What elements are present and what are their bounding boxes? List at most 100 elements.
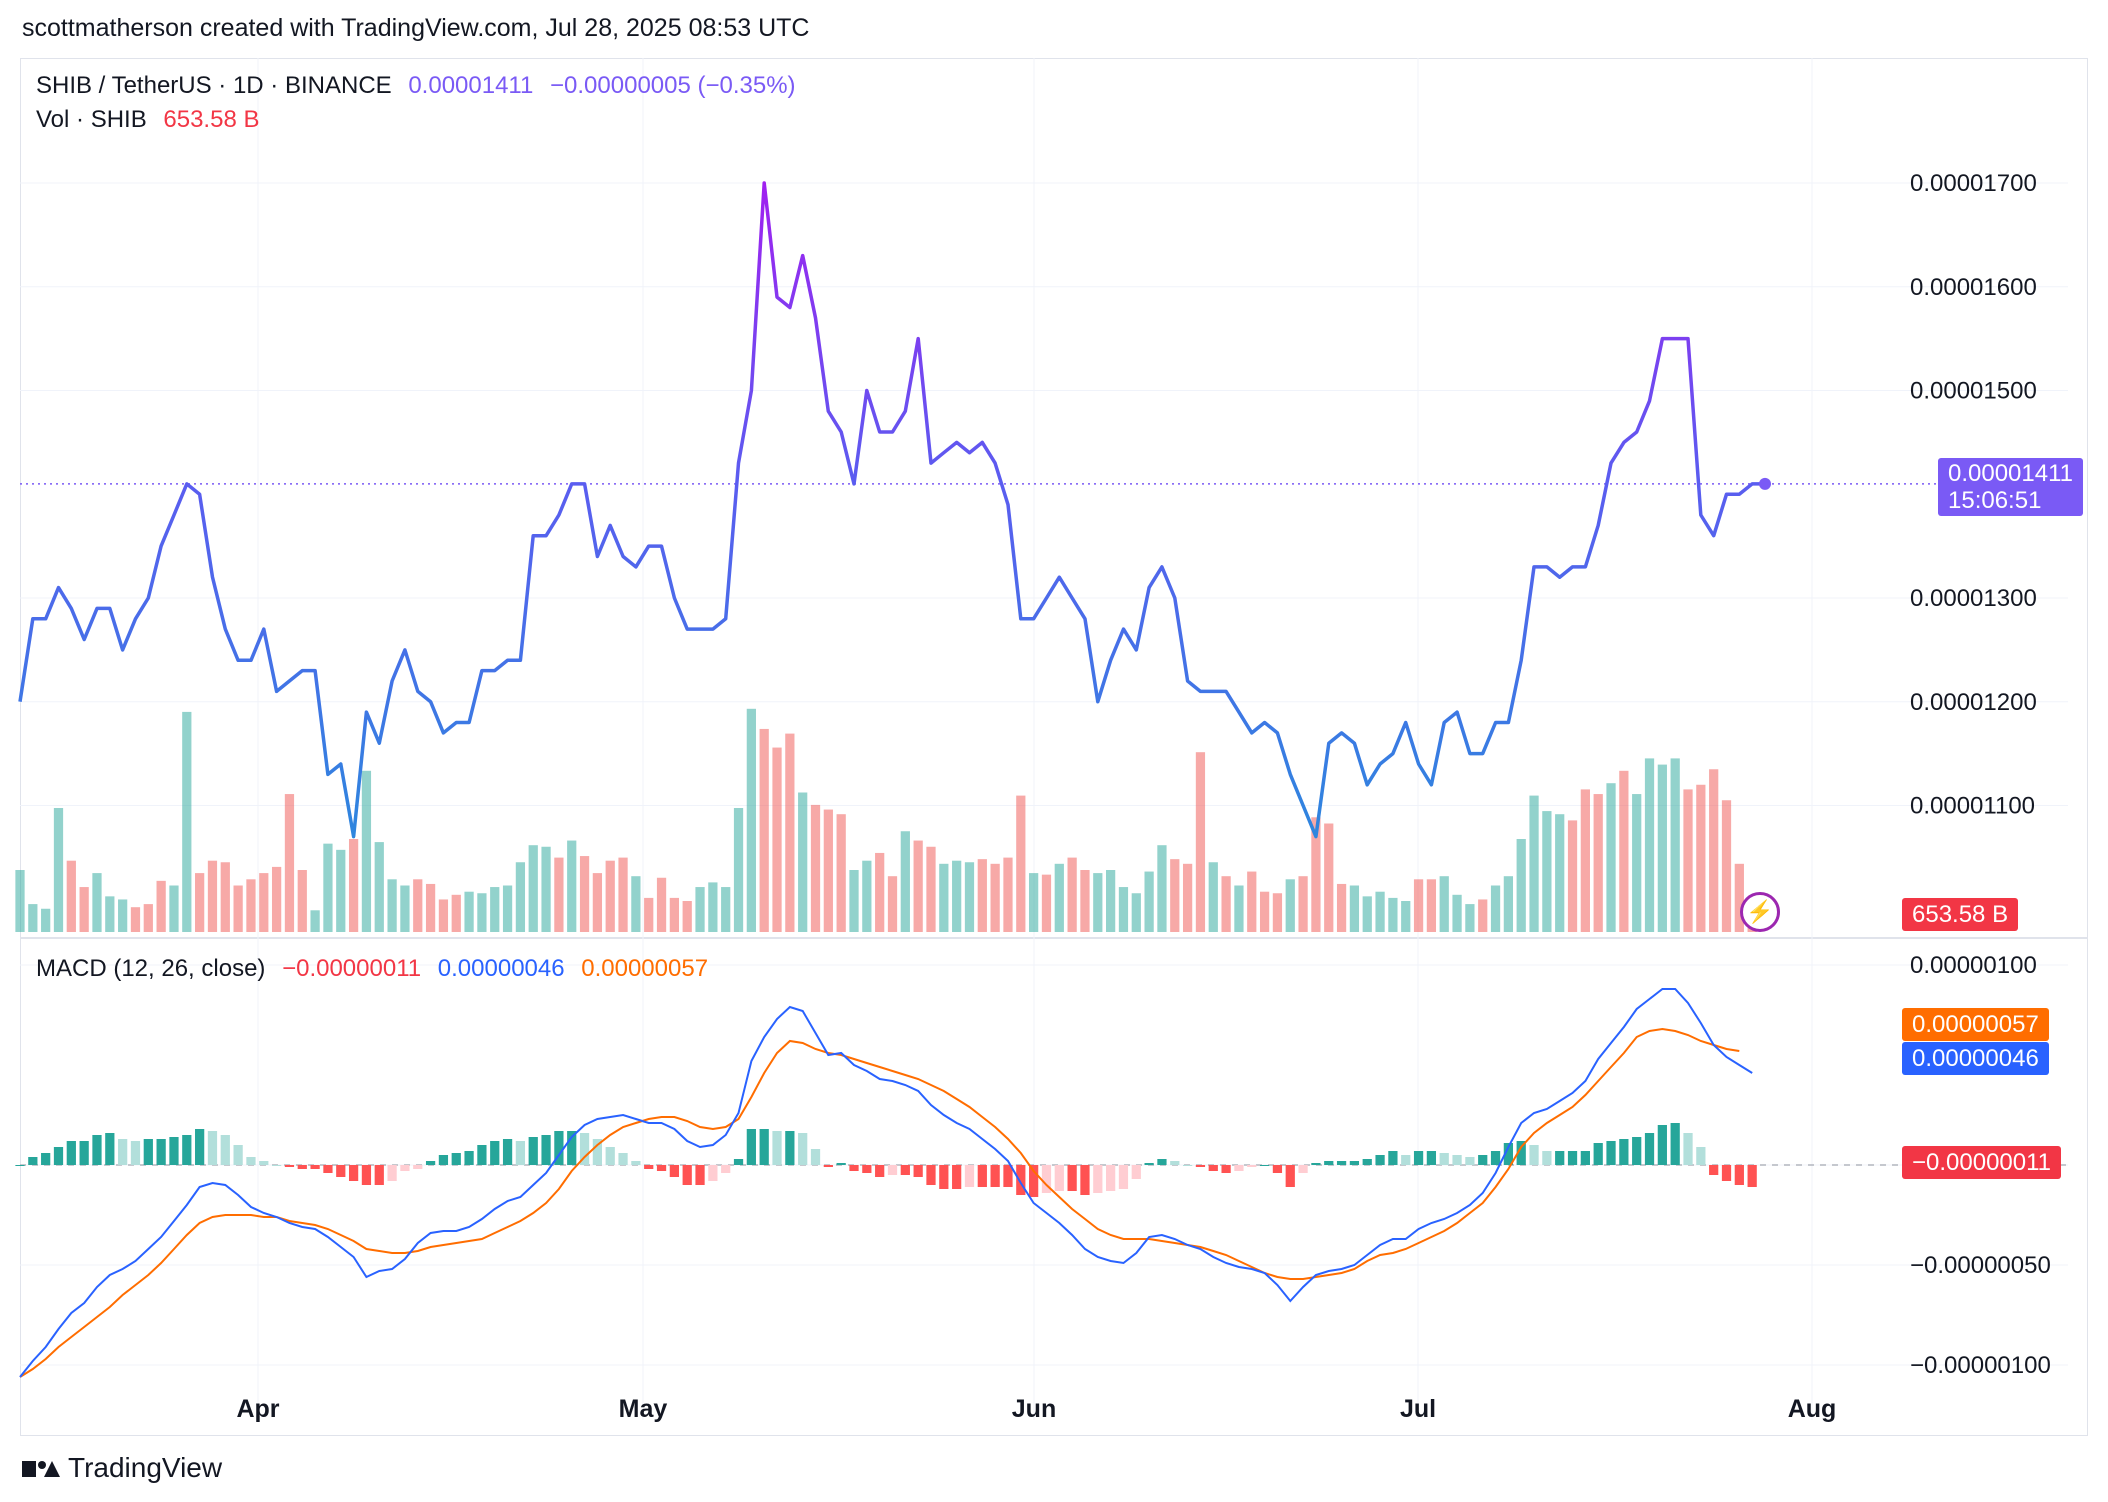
- histogram-bar: [1324, 1161, 1334, 1165]
- histogram-bar: [1080, 1165, 1090, 1195]
- volume-bar: [259, 873, 269, 932]
- histogram-bar: [490, 1141, 500, 1165]
- histogram-bar: [1157, 1159, 1167, 1165]
- volume-bar: [1157, 845, 1167, 932]
- volume-title[interactable]: Vol · SHIB: [36, 106, 147, 133]
- chart-frame: [20, 58, 2088, 1436]
- volume-bar: [425, 883, 436, 932]
- volume-bar: [310, 910, 320, 932]
- volume-bar: [1529, 795, 1539, 932]
- volume-bar: [1067, 857, 1077, 932]
- lightning-icon[interactable]: ⚡: [1740, 892, 1780, 932]
- volume-bar: [1721, 800, 1732, 932]
- volume-bar: [284, 794, 295, 932]
- volume-bar: [939, 863, 949, 932]
- volume-bar: [182, 711, 192, 932]
- volume-bar: [246, 879, 256, 932]
- volume-bar: [1503, 876, 1514, 932]
- symbol-legend: SHIB / TetherUS · 1D · BINANCE 0.0000141…: [36, 72, 806, 100]
- histogram-bar: [1311, 1163, 1321, 1165]
- volume-bar: [592, 873, 603, 932]
- volume-bar: [759, 728, 769, 932]
- histogram-bar: [1182, 1165, 1193, 1166]
- volume-bar: [1413, 879, 1424, 932]
- histogram-bar: [798, 1133, 808, 1165]
- histogram-bar: [361, 1165, 372, 1185]
- histogram-bar: [92, 1135, 102, 1165]
- histogram-bar: [1503, 1143, 1514, 1165]
- series-lines: [18, 181, 1771, 1378]
- histogram-bar: [502, 1139, 513, 1165]
- footer-brand[interactable]: TradingView: [22, 1452, 222, 1484]
- histogram-bar: [387, 1165, 397, 1181]
- volume-bar: [656, 877, 667, 932]
- histogram-bar: [1580, 1151, 1590, 1165]
- x-tick-label: Jul: [1400, 1395, 1436, 1423]
- histogram-bar: [1401, 1155, 1411, 1165]
- price-line: [18, 181, 1765, 839]
- volume-tag: 653.58 B: [1902, 898, 2019, 931]
- volume-bar: [1285, 879, 1295, 932]
- histogram-bar: [323, 1165, 333, 1173]
- volume-bar: [1093, 873, 1103, 932]
- volume-bar: [1516, 839, 1526, 932]
- last-price-dot: [1759, 477, 1771, 490]
- volume-bar: [887, 876, 898, 932]
- volume-bar: [772, 747, 782, 932]
- price-tag: 0.00001411 15:06:51: [1938, 458, 2084, 516]
- histogram-bar: [118, 1139, 128, 1165]
- histogram-bar: [348, 1165, 359, 1181]
- histogram-bar: [669, 1165, 679, 1177]
- histogram-bar: [284, 1165, 295, 1167]
- volume-bar: [1221, 876, 1231, 932]
- histogram-bar: [682, 1165, 692, 1185]
- histogram-bar: [1041, 1165, 1052, 1193]
- volume-bar: [746, 708, 756, 932]
- volume-bar: [1349, 885, 1360, 932]
- volume-bar: [413, 879, 423, 932]
- histogram-bar: [1644, 1133, 1655, 1165]
- macd-title[interactable]: MACD (12, 26, close): [36, 955, 266, 982]
- histogram-bar: [169, 1137, 179, 1165]
- histogram-bar: [1670, 1123, 1680, 1165]
- volume-bar: [387, 879, 397, 932]
- symbol-title[interactable]: SHIB / TetherUS · 1D · BINANCE: [36, 72, 392, 99]
- volume-bar: [130, 907, 141, 932]
- histogram-bar: [1208, 1165, 1218, 1171]
- volume-bar: [1029, 873, 1039, 932]
- volume-bar: [1580, 789, 1590, 932]
- price-tick-label: 0.00001700: [1910, 170, 2037, 197]
- volume-bar: [53, 808, 64, 932]
- histogram-bar: [156, 1139, 166, 1165]
- macd-histogram: [15, 1123, 1757, 1197]
- histogram-bar: [618, 1153, 628, 1165]
- volume-bar: [1683, 789, 1693, 932]
- macd-hist-value: −0.00000011: [282, 955, 422, 982]
- volume-bar: [1606, 783, 1616, 932]
- volume-bar: [374, 842, 384, 932]
- volume-bar: [1324, 823, 1334, 932]
- histogram-bar: [130, 1141, 141, 1165]
- histogram-bar: [438, 1155, 449, 1165]
- histogram-bar: [1747, 1165, 1757, 1187]
- volume-bar: [271, 866, 282, 932]
- histogram-bar: [1106, 1165, 1116, 1191]
- histogram-bar: [1221, 1165, 1231, 1173]
- signal-tag: 0.00000057: [1902, 1008, 2049, 1041]
- histogram-bar: [105, 1133, 115, 1165]
- attribution-text: scottmatherson created with TradingView.…: [22, 14, 810, 42]
- histogram-bar: [1234, 1165, 1244, 1171]
- histogram-bar: [990, 1165, 1000, 1187]
- volume-bar: [28, 904, 38, 932]
- brand-name: TradingView: [68, 1452, 223, 1483]
- price-tag-value: 0.00001411: [1948, 460, 2074, 487]
- histogram-bar: [721, 1165, 731, 1173]
- volume-bar: [490, 887, 500, 932]
- volume-bar: [15, 870, 25, 932]
- volume-bar: [1118, 887, 1129, 932]
- histogram-bar: [1247, 1165, 1257, 1167]
- histogram-bar: [579, 1133, 590, 1165]
- histogram-bar: [823, 1165, 833, 1167]
- histogram-bar: [1555, 1151, 1565, 1165]
